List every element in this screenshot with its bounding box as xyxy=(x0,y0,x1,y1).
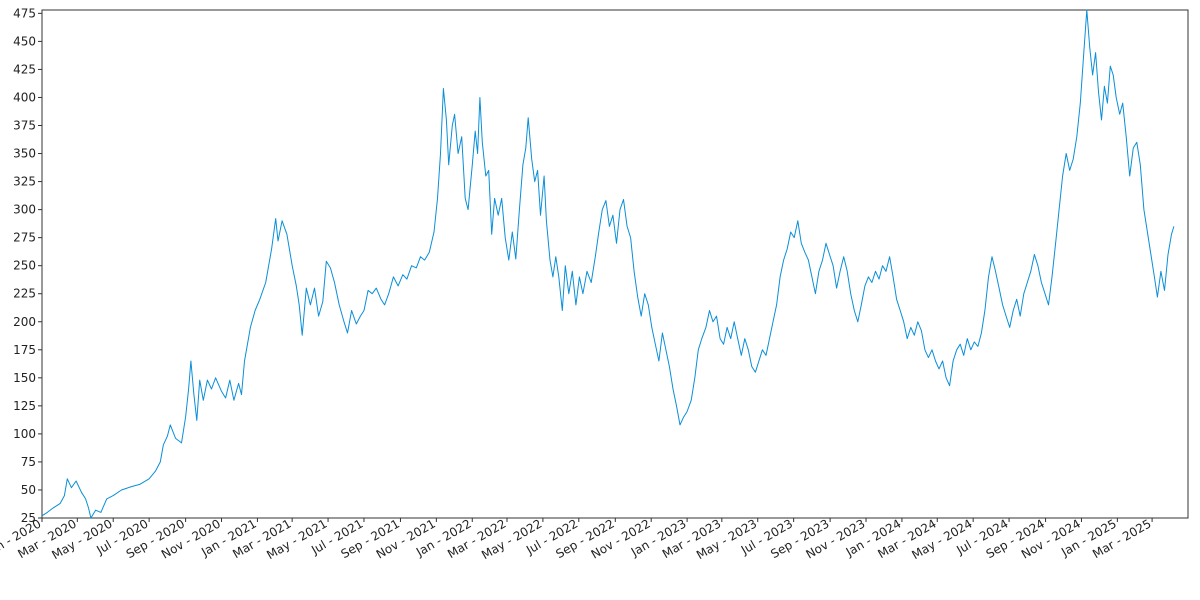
y-tick-label: 125 xyxy=(13,399,36,413)
plot-frame xyxy=(41,9,1189,519)
y-tick-label: 425 xyxy=(13,62,36,76)
y-tick-label: 325 xyxy=(13,175,36,189)
y-tick-label: 175 xyxy=(13,343,36,357)
y-tick-label: 25 xyxy=(21,511,36,525)
y-tick-label: 50 xyxy=(21,483,36,497)
y-tick-label: 400 xyxy=(13,90,36,104)
y-tick-label: 225 xyxy=(13,287,36,301)
y-tick-label: 475 xyxy=(13,6,36,20)
y-axis: 25 50 75 100 125 150 175 200 225 250 275 300 325 350 3… xyxy=(13,6,42,525)
plot-area xyxy=(41,9,1175,519)
y-tick-label: 275 xyxy=(13,231,36,245)
y-tick-label: 250 xyxy=(13,259,36,273)
y-tick-label: 375 xyxy=(13,119,36,133)
y-tick-label: 75 xyxy=(21,455,36,469)
y-tick-label: 350 xyxy=(13,147,36,161)
y-tick-label: 200 xyxy=(13,315,36,329)
series-line-0 xyxy=(41,9,1175,519)
y-tick-label: 100 xyxy=(13,427,36,441)
y-tick-label: 450 xyxy=(13,34,36,48)
y-tick-label: 300 xyxy=(13,203,36,217)
y-tick-label: 150 xyxy=(13,371,36,385)
